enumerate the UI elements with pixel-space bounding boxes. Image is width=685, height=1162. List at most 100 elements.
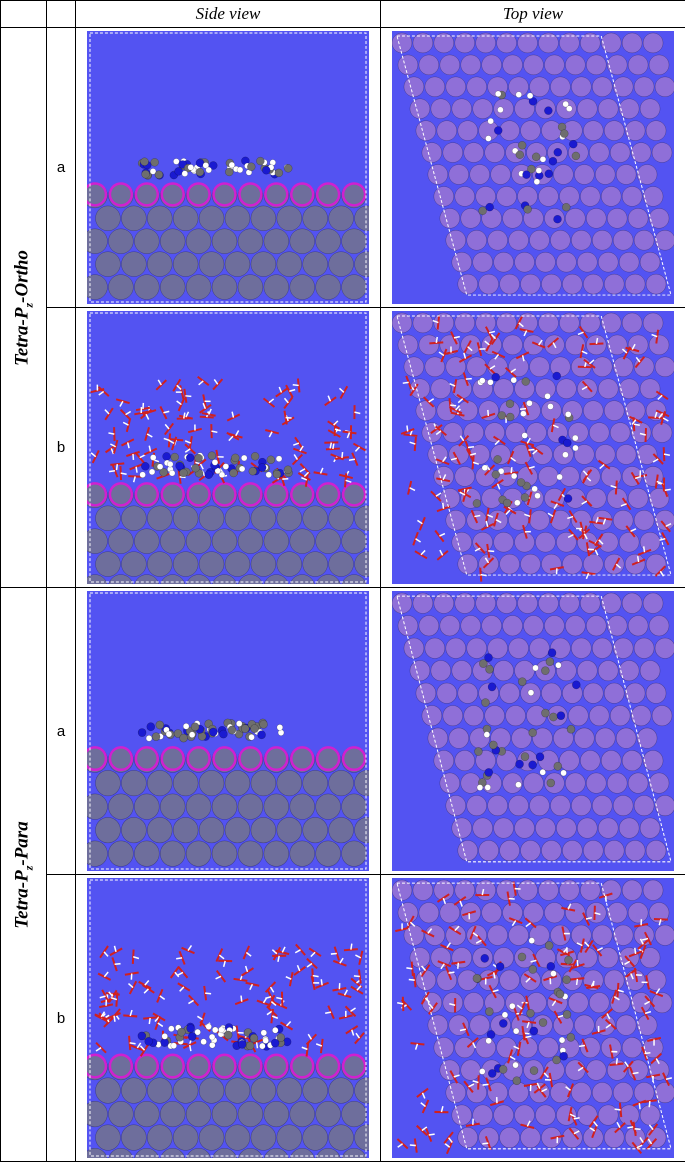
metal-atom [173, 206, 198, 231]
surface-atom [467, 230, 487, 250]
water-molecule [407, 426, 408, 432]
water-molecule [649, 1101, 650, 1107]
molecule-atom [564, 495, 572, 503]
surface-atom [452, 818, 472, 838]
molecule-atom [496, 963, 504, 971]
metal-atom [160, 229, 185, 254]
molecule-atom [142, 170, 150, 178]
surface-atom [431, 661, 451, 681]
water-molecule [409, 980, 415, 981]
water-molecule [616, 1058, 617, 1064]
molecule-atom [553, 372, 561, 380]
water-molecule [627, 1127, 633, 1128]
molecule-atom [212, 1027, 218, 1033]
surface-atom [544, 903, 564, 923]
surface-atom [494, 252, 514, 272]
surface-atom [437, 401, 457, 421]
surface-atom [410, 661, 430, 681]
molecule-atom [276, 456, 282, 462]
molecule-atom [492, 373, 500, 381]
metal-atom [173, 552, 198, 577]
metal-atom [264, 841, 289, 867]
top-view-cell [381, 28, 685, 308]
molecule-atom [219, 472, 225, 478]
surface-atom [652, 706, 672, 726]
molecule-atom [488, 1069, 496, 1077]
molecule-atom [241, 455, 247, 461]
surface-atom [515, 818, 535, 838]
metal-atom [121, 1125, 146, 1151]
surface-atom [625, 274, 645, 294]
surface-atom [562, 274, 582, 294]
surface-atom [556, 252, 576, 272]
molecule-atom [473, 499, 481, 507]
metal-atom [108, 529, 133, 554]
surface-atom [619, 1105, 639, 1125]
molecule-atom [481, 699, 489, 707]
molecule-atom [563, 101, 569, 107]
surface-atom [607, 335, 627, 355]
water-molecule [638, 556, 639, 562]
surface-atom [583, 554, 603, 574]
side-view-image [87, 311, 369, 584]
water-molecule [525, 1036, 531, 1037]
surface-atom [640, 661, 660, 681]
molecule-atom [171, 1043, 177, 1049]
surface-atom [452, 99, 472, 119]
surface-atom [646, 554, 666, 574]
molecule-atom [208, 452, 216, 460]
surface-atom [506, 706, 526, 726]
surface-atom [524, 55, 544, 75]
molecule-atom [218, 1027, 224, 1033]
surface-atom [580, 186, 600, 206]
row-ortho-a: Tetra-Pz-Ortho a [1, 28, 685, 308]
metal-atom [251, 206, 276, 231]
surface-atom [509, 638, 529, 658]
surface-atom [628, 773, 648, 793]
molecule-atom [518, 141, 526, 149]
surface-atom [503, 208, 523, 228]
metal-atom [316, 1101, 341, 1127]
metal-atom [186, 841, 211, 867]
molecule-atom [145, 1037, 153, 1045]
surface-atom [470, 165, 490, 185]
molecule-atom [532, 153, 540, 161]
molecule-atom [275, 169, 283, 177]
surface-atom [416, 970, 436, 990]
surface-atom [464, 706, 484, 726]
molecule-atom [530, 1027, 538, 1035]
molecule-atom [196, 168, 204, 176]
surface-atom [434, 1037, 454, 1057]
surface-atom [544, 616, 564, 636]
molecule-atom [516, 92, 522, 98]
molecule-atom [523, 171, 531, 179]
metal-atom [329, 770, 354, 796]
surface-atom [640, 252, 660, 272]
metal-atom [199, 1078, 224, 1104]
molecule-atom [485, 1008, 493, 1016]
surface-atom [589, 143, 609, 163]
molecule-atom [223, 464, 229, 470]
surface-atom [550, 230, 570, 250]
surface-atom [464, 423, 484, 443]
surface-atom [607, 55, 627, 75]
surface-atom [592, 1082, 612, 1102]
metal-atom [160, 1101, 185, 1127]
molecule-atom [231, 454, 239, 462]
surface-atom [619, 532, 639, 552]
surface-atom [655, 638, 674, 658]
surface-atom [500, 121, 520, 141]
water-molecule [109, 471, 115, 472]
molecule-atom [494, 455, 502, 463]
surface-atom [562, 840, 582, 860]
surface-atom [515, 252, 535, 272]
surface-atom [482, 55, 502, 75]
metal-atom [342, 1101, 367, 1127]
water-molecule [482, 1143, 488, 1144]
surface-atom [535, 252, 555, 272]
surface-atom [607, 616, 627, 636]
surface-atom [604, 274, 624, 294]
surface-atom [422, 706, 442, 726]
molecule-atom [489, 741, 497, 749]
surface-atom [494, 1105, 514, 1125]
